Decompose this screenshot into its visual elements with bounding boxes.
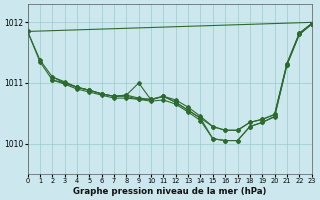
- X-axis label: Graphe pression niveau de la mer (hPa): Graphe pression niveau de la mer (hPa): [73, 187, 266, 196]
